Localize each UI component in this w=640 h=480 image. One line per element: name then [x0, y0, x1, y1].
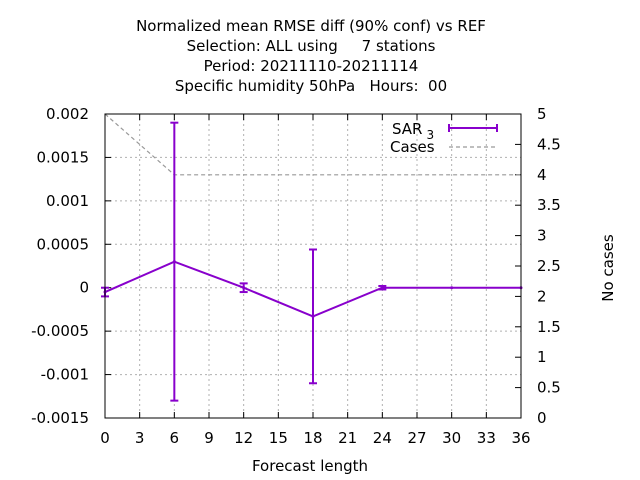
legend-cases-label: Cases [390, 138, 435, 156]
y2-tick-label: 4 [537, 166, 547, 184]
y2-tick-label: 4.5 [537, 135, 561, 153]
x-tick-label: 15 [269, 429, 288, 447]
y-tick-label: -0.001 [41, 366, 89, 384]
y-tick-labels: 0.002 0.0015 0.001 0.0005 0 -0.0005 -0.001 -0.0… [31, 105, 89, 427]
x-tick-label: 0 [100, 429, 110, 447]
y-tick-label: -0.0015 [31, 409, 89, 427]
x-tick-label: 33 [477, 429, 496, 447]
x-tick-label: 36 [511, 429, 530, 447]
title-line-1: Normalized mean RMSE diff (90% conf) vs … [136, 17, 486, 35]
y2-tick-label: 2.5 [537, 257, 561, 275]
y2-tick-labels: 5 4.5 4 3.5 3 2.5 2 1.5 1 0.5 0 [537, 105, 561, 427]
x-tick-label: 24 [373, 429, 392, 447]
x-tick-label: 3 [135, 429, 145, 447]
y-tick-label: 0 [79, 279, 89, 297]
y-tick-label: 0.002 [46, 105, 89, 123]
chart-title: Normalized mean RMSE diff (90% conf) vs … [0, 16, 622, 96]
x-tick-label: 9 [204, 429, 214, 447]
x-axis-label: Forecast length [252, 457, 368, 475]
y2-tick-label: 0 [537, 409, 547, 427]
y2-tick-label: 1.5 [537, 318, 561, 336]
x-tick-label: 21 [338, 429, 357, 447]
y2-tick-label: 3 [537, 227, 547, 245]
y-tick-label: 0.0015 [37, 148, 90, 166]
sar-point [311, 314, 315, 318]
x-tick-label: 6 [170, 429, 180, 447]
x-tick-labels: 0 3 6 9 12 15 18 21 24 27 30 33 36 [100, 429, 530, 447]
y-tick-label: -0.0005 [31, 322, 89, 340]
x-tick-label: 27 [407, 429, 426, 447]
sar-point [242, 286, 246, 290]
legend-sar-subscript: 3 [426, 128, 434, 142]
plot-frame [104, 113, 522, 419]
x-tick-label: 12 [234, 429, 253, 447]
legend-sar-label: SAR 3 [392, 120, 434, 142]
grid-lines [104, 113, 522, 419]
title-line-3: Period: 20211110-20211114 [203, 57, 419, 75]
title-line-4: Specific humidity 50hPa Hours: 00 [174, 77, 448, 95]
sar-series [101, 121, 523, 402]
x-tick-label: 30 [442, 429, 461, 447]
title-line-2: Selection: ALL using 7 stations [186, 37, 436, 55]
y-tick-label: 0.001 [46, 192, 89, 210]
sar-point [380, 286, 384, 290]
legend: SAR 3 Cases [390, 120, 498, 156]
y-tick-label: 0.0005 [37, 235, 90, 253]
y2-axis-label: No cases [599, 234, 617, 302]
y2-tick-label: 5 [537, 105, 547, 123]
sar-point [450, 286, 454, 290]
y2-tick-label: 0.5 [537, 379, 561, 397]
y2-tick-label: 2 [537, 287, 547, 305]
y2-tick-label: 1 [537, 348, 547, 366]
sar-point [172, 260, 176, 264]
x-tick-label: 18 [303, 429, 322, 447]
y2-tick-label: 3.5 [537, 196, 561, 214]
